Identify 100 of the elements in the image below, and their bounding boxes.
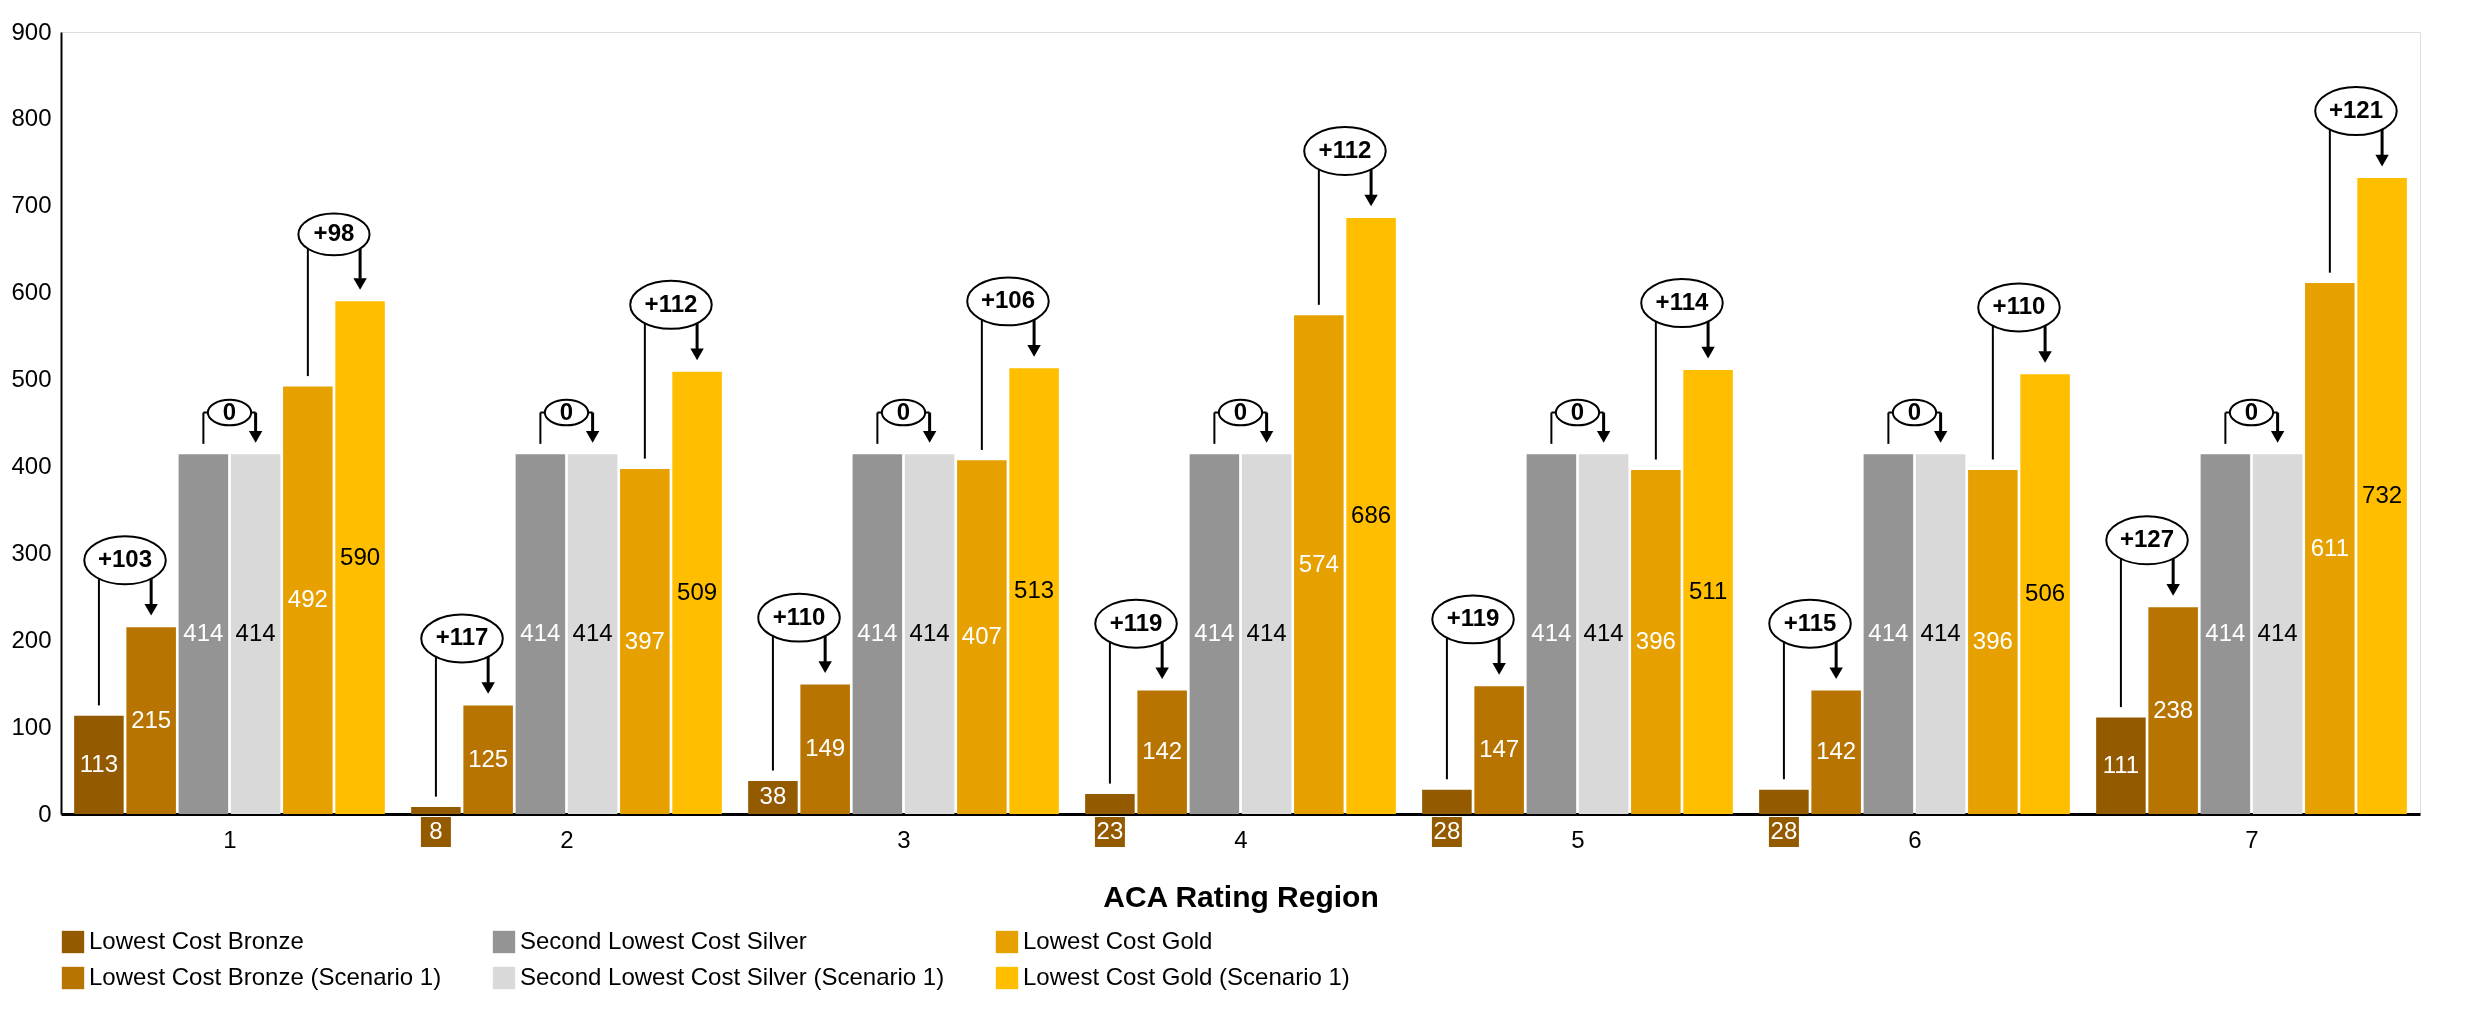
x-tick-label: 2 [560,825,574,853]
y-tick-label: 700 [11,191,52,219]
data-label: 492 [287,585,328,613]
data-label: 23 [1096,817,1124,844]
data-label: 142 [1816,737,1857,765]
data-label: 686 [1351,500,1392,528]
y-tick-label: 0 [38,799,52,827]
data-label: 407 [961,622,1002,650]
bar [411,807,461,814]
bar [1009,368,1059,814]
legend-label: Lowest Cost Bronze (Scenario 1) [89,963,442,990]
data-label: 414 [909,619,950,647]
y-tick-label: 500 [11,365,52,393]
bar [1526,454,1577,814]
annotation: +114 [1655,288,1709,316]
data-label: 8 [429,817,443,844]
data-label: 732 [2362,480,2403,508]
bar [283,386,333,814]
data-label: 111 [2102,750,2140,778]
y-tick-label: 300 [11,538,52,566]
data-label: 414 [857,619,898,647]
bar [800,684,850,814]
y-tick-label: 200 [11,625,52,653]
annotation: +117 [435,623,489,651]
annotation: 0 [2244,397,2259,425]
data-label: 509 [677,577,718,605]
data-label: 414 [2257,619,2298,647]
data-label: 590 [340,542,381,570]
bar [463,705,513,814]
bar [178,454,229,814]
data-label: 396 [1972,626,2013,654]
bar [1474,686,1524,814]
data-label: 142 [1142,737,1183,765]
annotation: +112 [1318,136,1372,164]
annotation: 0 [1570,397,1585,425]
legend-label: Second Lowest Cost Silver [520,927,807,954]
bar [1294,315,1344,814]
bar [957,460,1007,814]
annotation: +106 [980,286,1035,314]
bar [1085,794,1135,814]
data-label: 414 [572,619,613,647]
data-label: 414 [1583,619,1624,647]
data-label: 28 [1433,817,1461,844]
x-tick-label: 3 [897,825,911,853]
data-label: 414 [1246,619,1287,647]
bar [2148,607,2198,814]
bar [2200,454,2251,814]
bar [1578,454,1629,814]
x-tick-label: 5 [1571,825,1585,853]
data-label: 506 [2025,579,2066,607]
annotation: +121 [2328,96,2383,124]
y-tick-label: 100 [11,712,52,740]
bar [567,454,618,814]
bar [2305,283,2355,814]
data-label: 414 [1868,619,1909,647]
bar [1915,454,1966,814]
bar [1631,469,1681,814]
data-label: 397 [624,626,665,654]
data-label: 147 [1479,735,1520,763]
data-label: 414 [1531,619,1572,647]
data-label: 238 [2153,695,2194,723]
annotation: +119 [1446,604,1500,632]
bar [74,715,124,814]
data-label: 113 [79,749,119,777]
annotation: 0 [222,397,237,425]
data-label: 513 [1014,576,1055,604]
bar [2252,454,2303,814]
y-tick-label: 600 [11,278,52,306]
bar [230,454,281,814]
data-label: 215 [131,705,172,733]
annotation: +103 [98,545,153,573]
bar [672,371,722,814]
data-label: 149 [805,734,846,762]
annotation: +110 [772,602,826,630]
bar [126,627,176,814]
annotation: +112 [644,289,698,317]
data-label: 414 [183,619,224,647]
legend-label: Lowest Cost Gold (Scenario 1) [1023,963,1350,990]
data-label: 574 [1298,549,1339,577]
x-tick-label: 7 [2245,825,2259,853]
annotation: +115 [1783,608,1837,636]
bar [852,454,903,814]
data-label: 38 [759,782,787,810]
bar [1189,454,1240,814]
annotation: 0 [896,397,911,425]
bar [515,454,566,814]
annotation: 0 [559,397,574,425]
data-label: 611 [2310,533,2349,561]
bar [2357,177,2407,814]
bar [1811,690,1861,814]
bar [904,454,955,814]
y-tick-label: 400 [11,451,52,479]
annotation: +127 [2120,525,2175,553]
bar [1759,789,1809,814]
data-label: 396 [1635,626,1676,654]
annotation: +119 [1109,608,1163,636]
annotation: +98 [313,219,355,247]
bar [1422,789,1472,814]
x-tick-label: 6 [1908,825,1922,853]
bar [620,469,670,814]
